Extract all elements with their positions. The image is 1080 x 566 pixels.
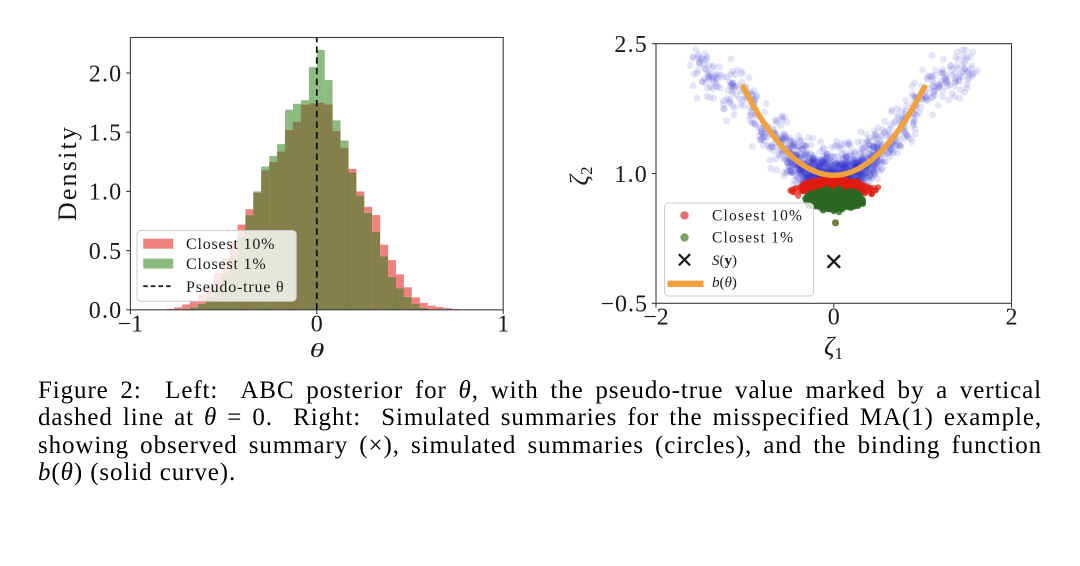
svg-text:0: 0 — [311, 312, 323, 338]
svg-text:2.0: 2.0 — [89, 61, 123, 87]
svg-text:S(y): S(y) — [712, 253, 737, 269]
svg-text:0: 0 — [828, 304, 840, 330]
svg-text:1: 1 — [497, 312, 509, 338]
svg-text:1.0: 1.0 — [89, 180, 123, 206]
svg-text:2.5: 2.5 — [614, 32, 648, 58]
svg-text:b(θ): b(θ) — [712, 275, 737, 291]
svg-text:ζ2: ζ2 — [565, 166, 596, 185]
svg-text:−0.5: −0.5 — [600, 292, 648, 318]
svg-text:0.5: 0.5 — [89, 239, 123, 265]
svg-text:1.0: 1.0 — [614, 162, 648, 188]
svg-text:−1: −1 — [118, 312, 144, 338]
svg-text:Closest 1%: Closest 1% — [186, 256, 266, 273]
svg-text:Closest 1%: Closest 1% — [712, 230, 794, 247]
svg-text:−2: −2 — [643, 304, 669, 330]
svg-text:0.0: 0.0 — [89, 298, 123, 324]
svg-text:Closest 10%: Closest 10% — [186, 236, 275, 253]
svg-text:θ: θ — [310, 339, 325, 362]
svg-text:1.5: 1.5 — [89, 121, 123, 147]
svg-text:Pseudo-true θ: Pseudo-true θ — [186, 279, 285, 296]
svg-text:Closest 10%: Closest 10% — [712, 207, 803, 224]
svg-text:ζ1: ζ1 — [824, 332, 843, 363]
svg-text:2: 2 — [1006, 304, 1018, 330]
svg-text:Density: Density — [53, 125, 82, 221]
